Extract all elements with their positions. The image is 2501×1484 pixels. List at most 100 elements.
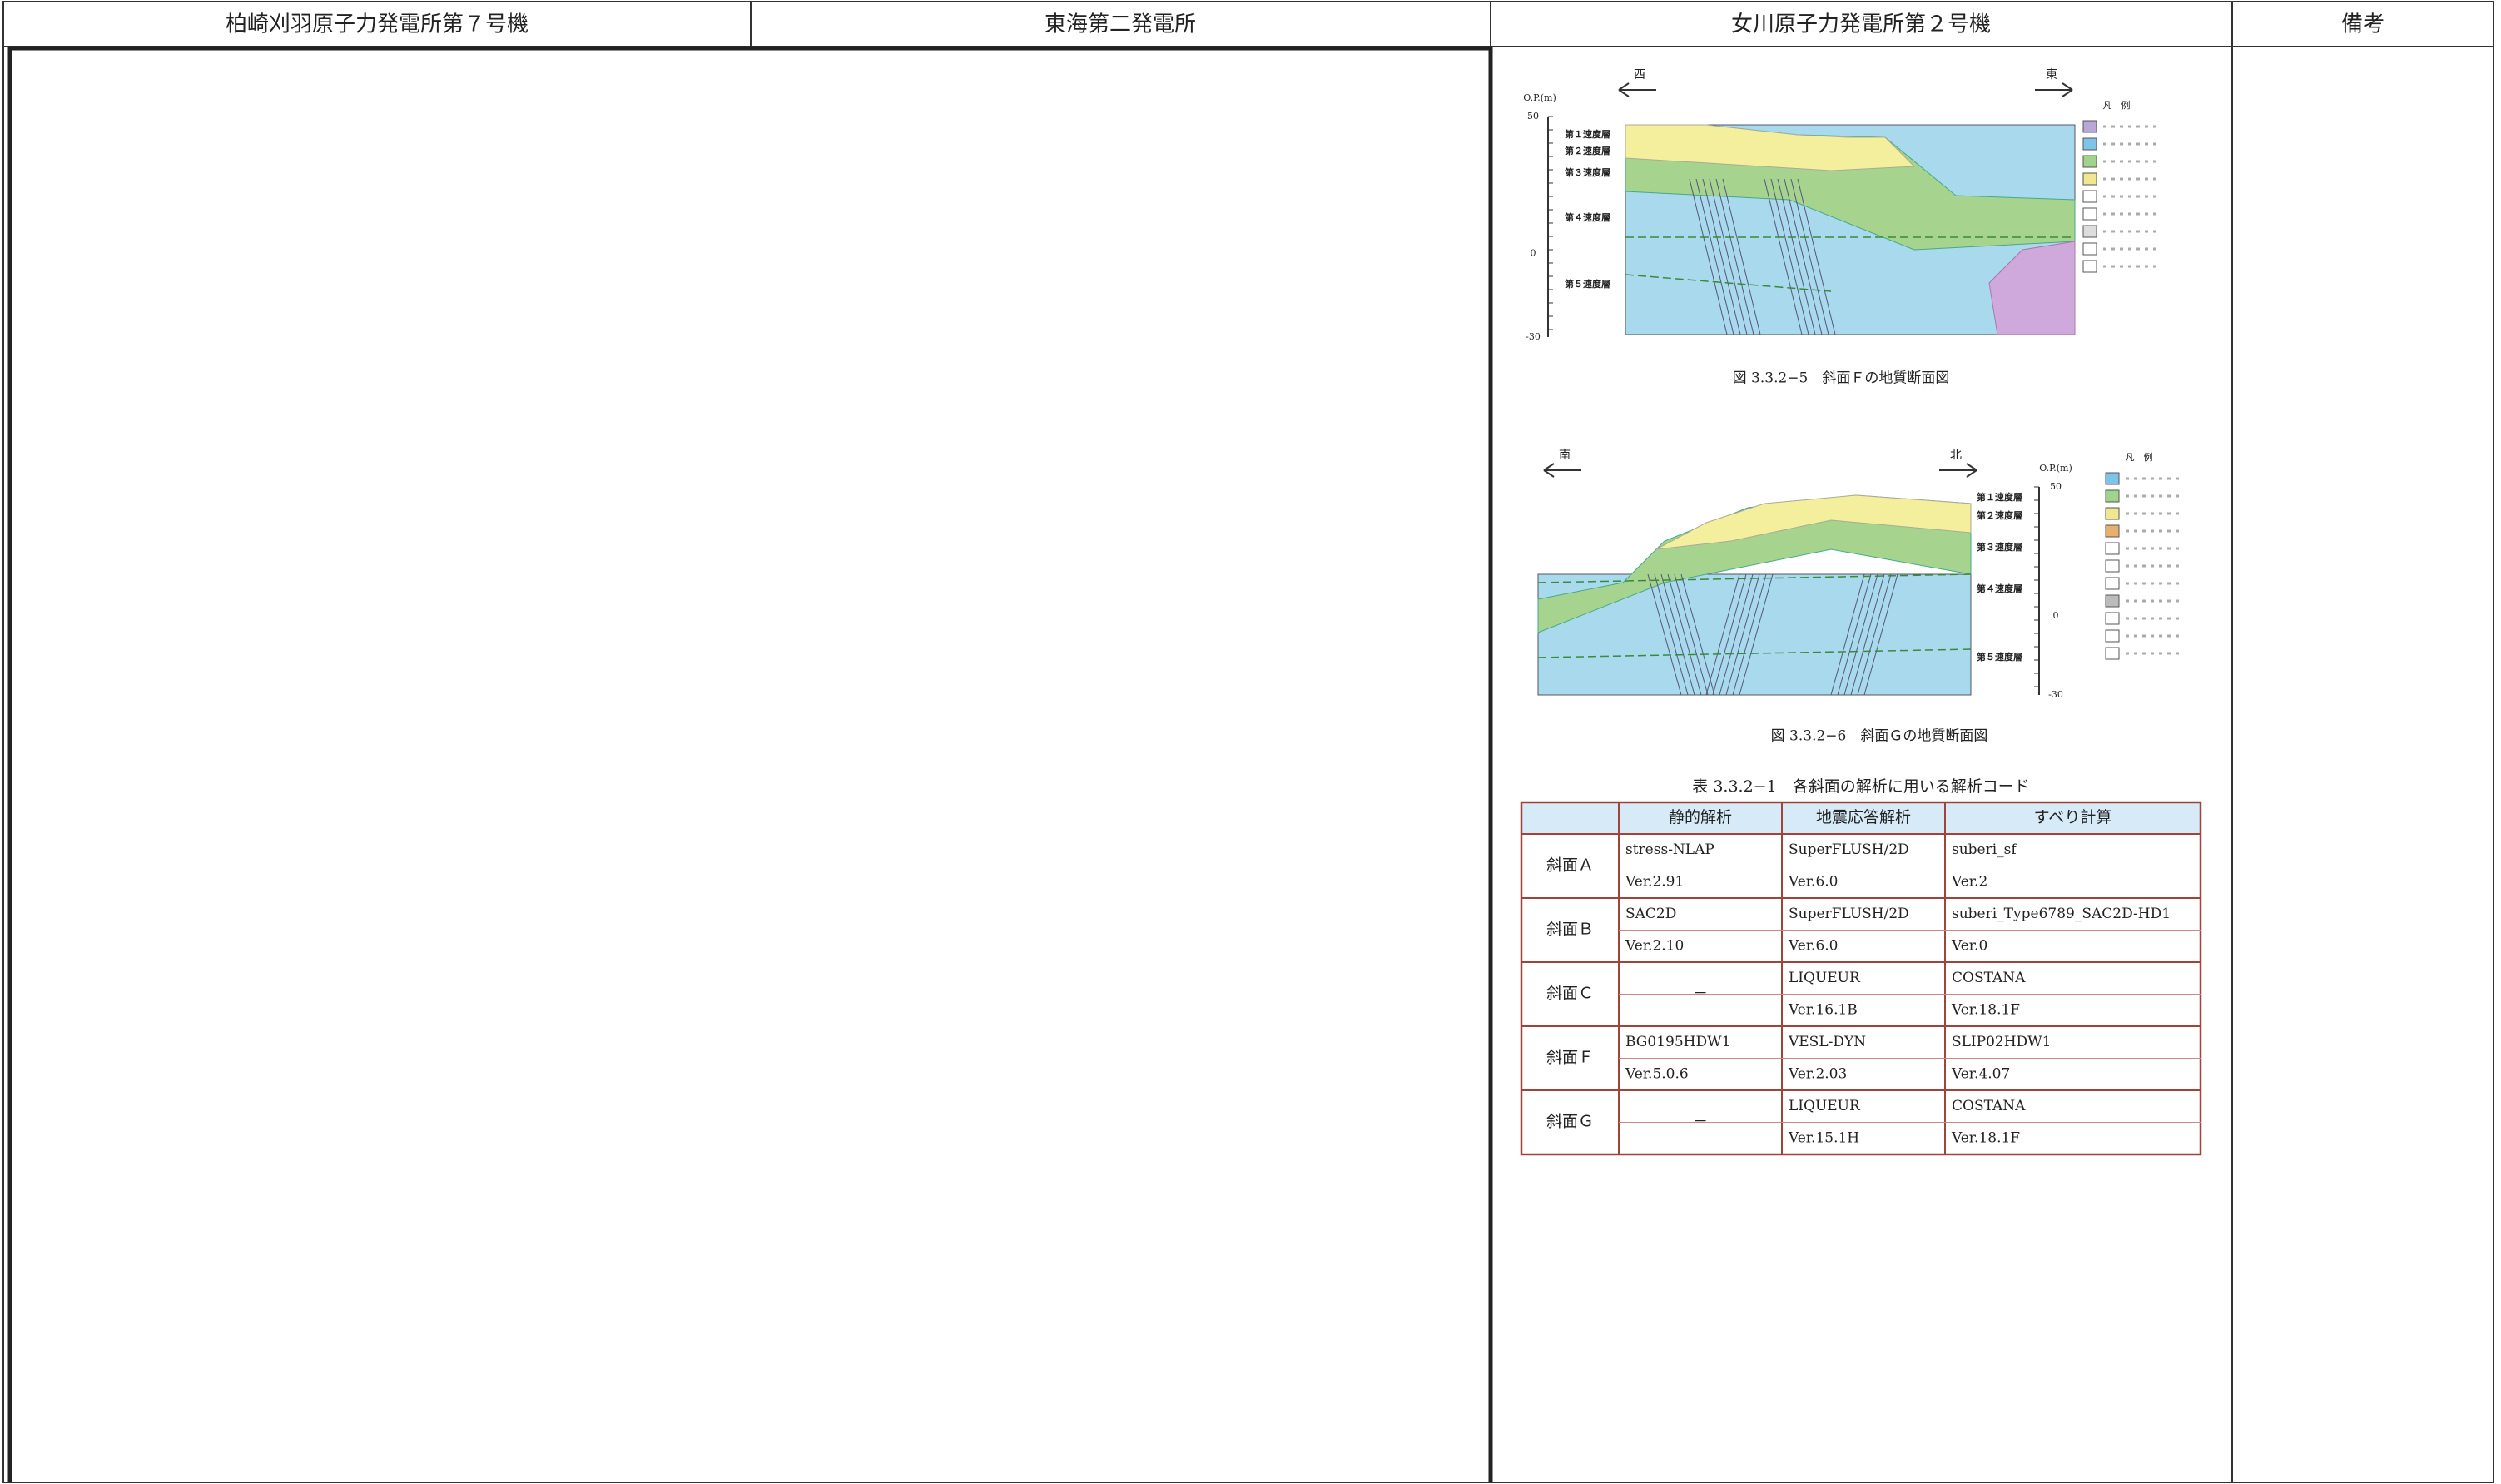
direction-label: 東 — [2046, 68, 2057, 82]
column-header: 柏崎刈羽原子力発電所第７号機 — [226, 12, 528, 37]
legend-swatch — [2082, 225, 2097, 238]
table-cell: LIQUEUR — [1789, 970, 1861, 986]
legend-swatch — [2105, 507, 2120, 520]
table-cell: Ver.16.1B — [1788, 1001, 1858, 1018]
layer-label: 第３速度層 — [1565, 166, 1610, 178]
fault-hatch — [1764, 178, 1803, 335]
legend-swatch — [2105, 577, 2120, 590]
layer-label: 第１速度層 — [1565, 128, 1610, 140]
legend-swatch — [2082, 172, 2097, 186]
fault-hatch — [1850, 573, 1885, 696]
table-cell: Ver.15.1H — [1788, 1129, 1859, 1146]
legend-swatch — [2105, 472, 2120, 485]
arrow — [1618, 82, 1656, 97]
table-cell: LIQUEUR — [1789, 1098, 1861, 1114]
legend-swatch — [2082, 120, 2097, 133]
table-cell: COSTANA — [1952, 1098, 2026, 1114]
figure-caption: 図 3.3.2−6 斜面Ｇの地質断面図 — [1771, 728, 1988, 745]
fault-hatch — [1715, 178, 1754, 335]
legend-swatch — [2105, 629, 2120, 643]
fault-hatch — [1667, 573, 1702, 696]
fault-hatch — [1689, 178, 1728, 335]
legend-swatch — [2105, 594, 2120, 608]
table-header-cell: 静的解析 — [1669, 808, 1732, 826]
legend-title: 凡 例 — [2103, 99, 2131, 111]
fault-hatch — [1732, 573, 1767, 696]
fault-hatch — [1660, 573, 1695, 696]
table-cell: BG0195HDW1 — [1625, 1034, 1730, 1050]
layer-label: 第２速度層 — [1977, 509, 2022, 521]
direction-label: 南 — [1559, 449, 1571, 462]
layer-yellow — [1655, 494, 1972, 550]
table-cell: Ver.4.07 — [1951, 1065, 2010, 1082]
table-cell: Ver.6.0 — [1788, 873, 1838, 890]
fault-hatch — [1674, 573, 1709, 696]
column-header: 女川原子力発電所第２号機 — [1731, 12, 1991, 37]
fault-hatch — [1784, 178, 1823, 335]
figure: 南 北 O.P.(m) 50 0 -30 第１速度層第２速度層第３速度層第４速度層第５速度層… — [1537, 449, 2181, 745]
layer-label: 第５速度層 — [1565, 278, 1610, 290]
table-cell: Ver.2 — [1951, 873, 1987, 890]
table-cell: SuperFLUSH/2D — [1789, 906, 1909, 922]
fault-hatch — [1722, 178, 1761, 335]
table-row-label: 斜面Ａ — [1546, 856, 1594, 875]
boundary-line — [1537, 573, 1972, 583]
layer-label: 第４速度層 — [1565, 211, 1610, 223]
legend-swatch — [2105, 542, 2120, 555]
table-cell: Ver.5.0.6 — [1625, 1065, 1689, 1082]
layer-label: 第５速度層 — [1977, 651, 2022, 663]
axis-title: O.P.(m) — [2039, 463, 2072, 474]
fault-hatch — [1702, 178, 1741, 335]
fault-hatch — [1705, 573, 1740, 696]
fault-hatch — [1843, 573, 1878, 696]
layer-label: 第１速度層 — [1977, 491, 2022, 503]
legend-swatch — [2082, 190, 2097, 203]
legend-swatch — [2082, 207, 2097, 221]
legend-swatch — [2082, 155, 2097, 168]
table-header-bg — [1521, 802, 2201, 834]
layer-purple — [1988, 241, 2076, 335]
axis-tick-label: -30 — [1526, 331, 1541, 342]
legend-swatch — [2082, 137, 2097, 151]
table-row-label: 斜面Ｂ — [1546, 921, 1594, 939]
table-cell: suberi_sf — [1952, 841, 2017, 858]
legend-title: 凡 例 — [2126, 451, 2153, 463]
table-border — [1520, 801, 2202, 1156]
fault-hatch — [1830, 573, 1865, 696]
column-header: 東海第二発電所 — [1045, 12, 1196, 37]
fault-hatch — [1725, 573, 1760, 696]
layer-yellow — [1625, 124, 1916, 171]
boundary-line — [1537, 648, 1972, 658]
figure: 西 東 O.P.(m) 50 0 -30 第１速度層第２速度層第３速度層第４速度層第５速度層… — [1523, 68, 2158, 387]
legend-swatch — [2105, 612, 2120, 625]
table-title: 表 3.3.2−1 各斜面の解析に用いる解析コード — [1692, 777, 2029, 796]
table-cell: Ver.2.91 — [1625, 873, 1684, 890]
layer-label: 第４速度層 — [1977, 583, 2022, 594]
boundary-line — [1625, 274, 1832, 292]
table-cell: Ver.18.1F — [1951, 1001, 2020, 1018]
layer-label: 第２速度層 — [1565, 145, 1610, 156]
fault-hatch — [1654, 573, 1689, 696]
figure-caption: 図 3.3.2−5 斜面Ｆの地質断面図 — [1733, 370, 1950, 387]
fault-hatch — [1777, 178, 1816, 335]
axis-tick-label: -30 — [2048, 689, 2063, 700]
legend-swatch — [2082, 242, 2097, 256]
fault-hatch — [1680, 573, 1715, 696]
axis-tick-label: 0 — [1531, 247, 1536, 258]
table-cell: Ver.0 — [1951, 937, 1987, 954]
axis-tick-label: 50 — [1527, 111, 1539, 122]
fault-hatch — [1712, 573, 1747, 696]
arrow — [2035, 82, 2073, 97]
table-cell: SuperFLUSH/2D — [1789, 841, 1909, 858]
legend-swatch — [2105, 489, 2120, 503]
table-cell: Ver.6.0 — [1788, 937, 1838, 954]
fault-hatch — [1709, 178, 1748, 335]
table-cell: COSTANA — [1952, 970, 2026, 986]
fault-hatch — [1797, 178, 1836, 335]
axis-tick-label: 50 — [2050, 481, 2062, 492]
table-cell: Ver.2.10 — [1625, 937, 1684, 954]
table-cell: VESL-DYN — [1788, 1034, 1866, 1050]
